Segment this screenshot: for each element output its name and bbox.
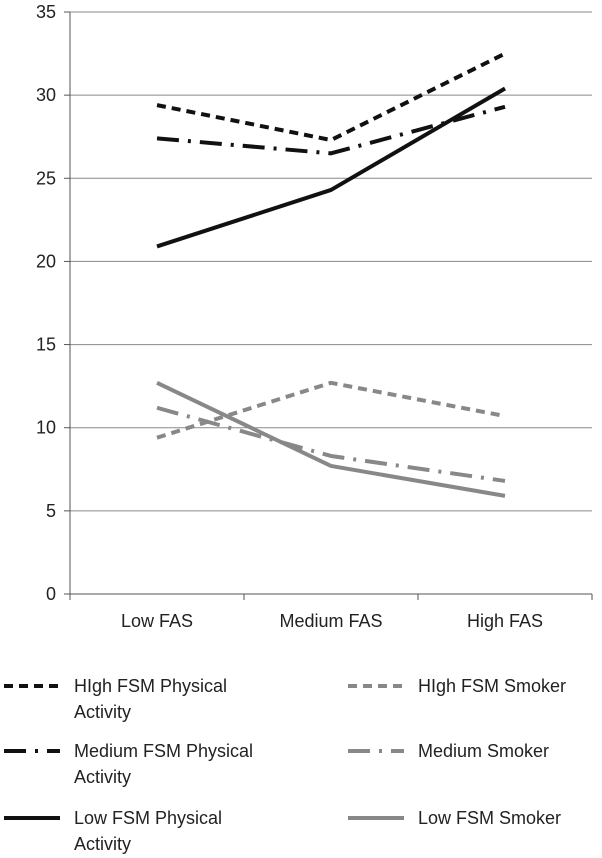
series-line-2 (156, 86, 507, 249)
y-tick-label: 5 (46, 501, 56, 521)
y-tick-label: 20 (36, 251, 56, 271)
legend-label: HIgh FSM Physical (74, 676, 227, 696)
series-line-4 (156, 405, 506, 483)
x-tick-label: Low FAS (121, 611, 193, 631)
series-line-1 (156, 104, 506, 156)
y-tick-label: 25 (36, 168, 56, 188)
x-tick-label: High FAS (467, 611, 543, 631)
y-tick-labels: 0 5 10 15 20 25 30 35 (36, 2, 56, 604)
legend-label: Medium FSM Physical (74, 741, 253, 761)
legend-label: Activity (74, 834, 131, 854)
series-line-0 (156, 51, 506, 143)
series-line-3 (156, 380, 506, 440)
y-tick-label: 0 (46, 584, 56, 604)
legend-label: Low FSM Smoker (418, 808, 561, 828)
legend-item-0: HIgh FSM Physical Activity (4, 676, 227, 722)
x-tick-label: Medium FAS (279, 611, 382, 631)
legend-item-2: Low FSM Physical Activity (4, 808, 222, 854)
y-tick-label: 30 (36, 85, 56, 105)
y-tick-label: 10 (36, 418, 56, 438)
legend-label: Activity (74, 702, 131, 722)
x-tick-labels: Low FAS Medium FAS High FAS (121, 611, 543, 631)
legend-item-1: Medium FSM Physical Activity (4, 741, 253, 787)
series-lines (156, 51, 507, 498)
y-tick-label: 35 (36, 2, 56, 22)
series-line-5 (156, 381, 506, 498)
legend-item-5: Low FSM Smoker (348, 808, 561, 828)
legend-item-4: Medium Smoker (348, 741, 549, 761)
legend-label: Medium Smoker (418, 741, 549, 761)
grid-lines (70, 11, 592, 595)
legend-item-3: HIgh FSM Smoker (348, 676, 566, 696)
legend-label: Low FSM Physical (74, 808, 222, 828)
legend-label: HIgh FSM Smoker (418, 676, 566, 696)
y-tick-label: 15 (36, 335, 56, 355)
axes (64, 11, 593, 600)
legend-label: Activity (74, 767, 131, 787)
